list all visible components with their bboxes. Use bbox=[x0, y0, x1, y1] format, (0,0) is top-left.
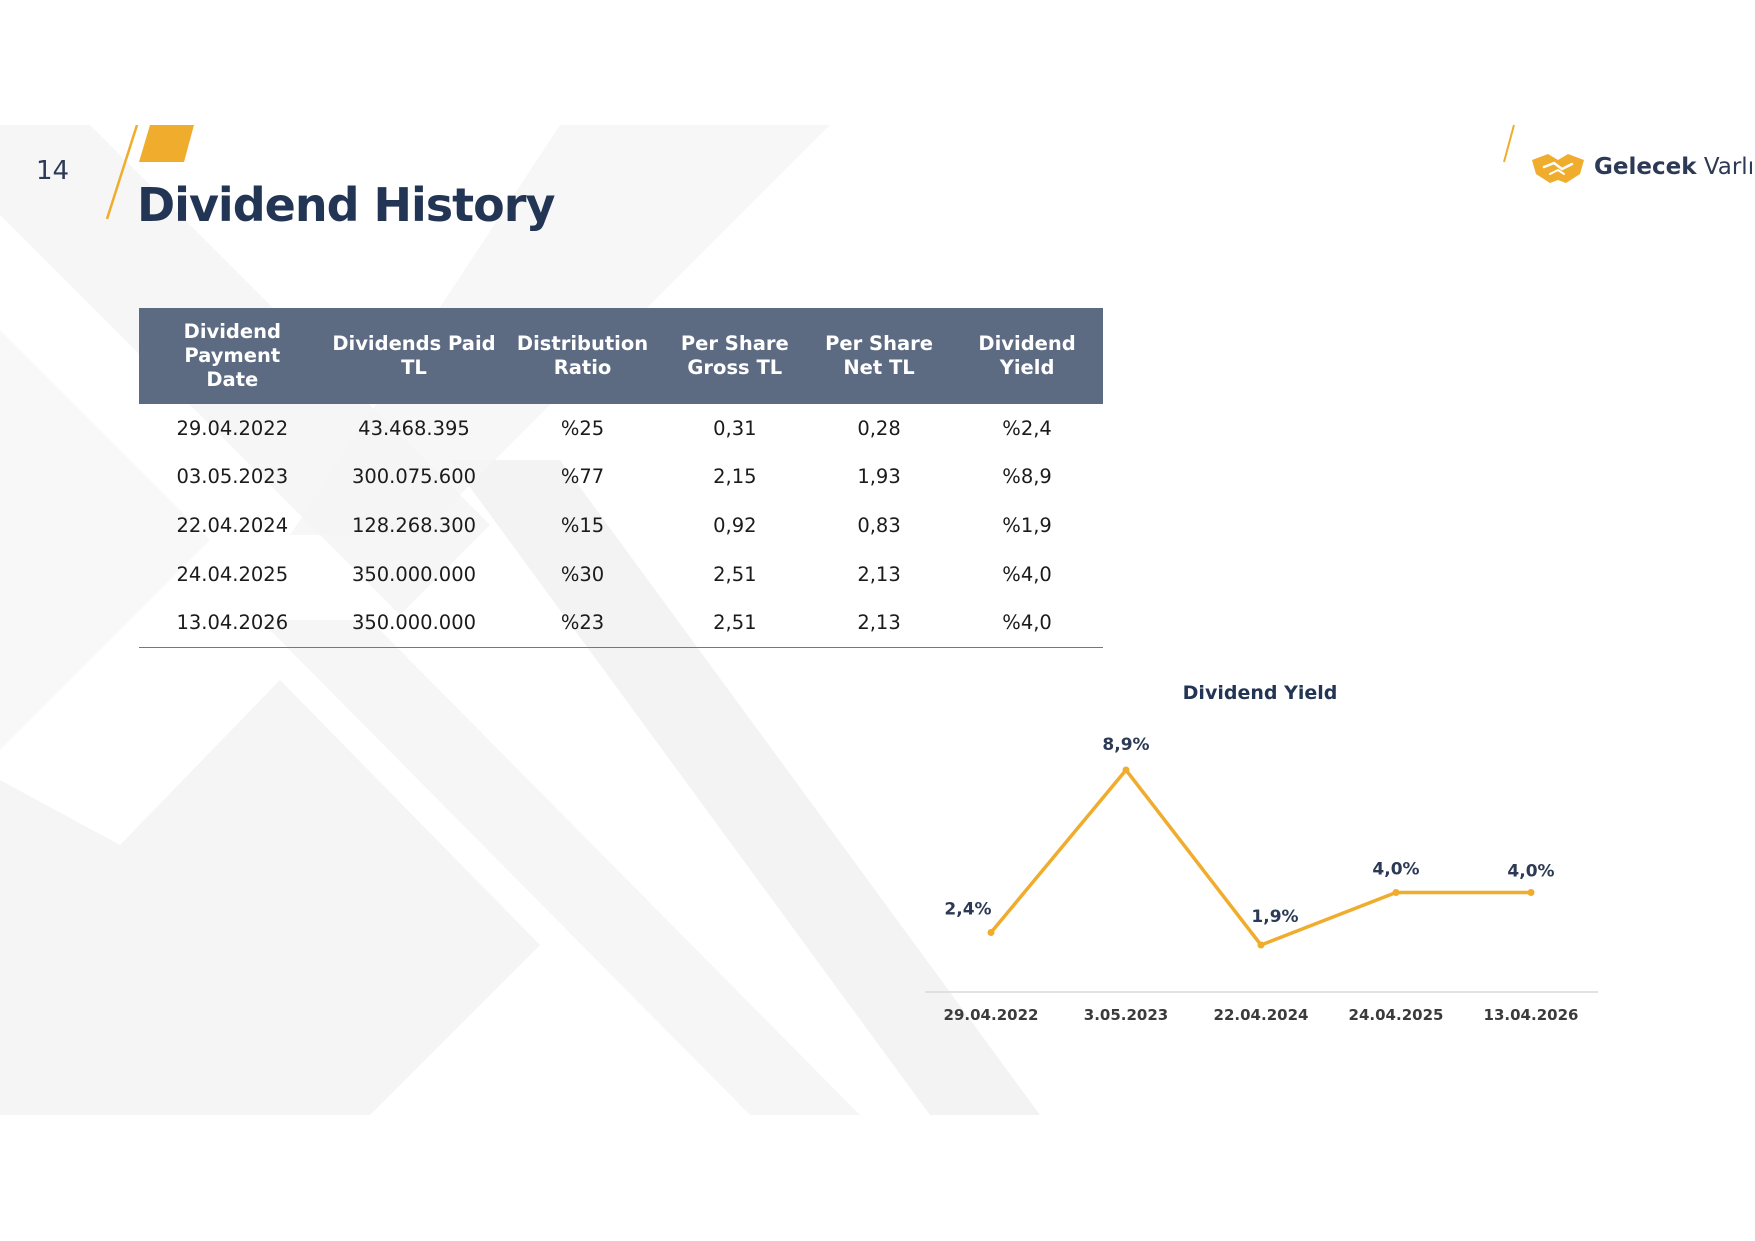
cell-dividend-yield: %4,0 bbox=[1002, 562, 1052, 586]
page-title: Dividend History bbox=[137, 178, 555, 232]
data-point bbox=[1122, 766, 1130, 774]
x-tick-label: 29.04.2022 bbox=[944, 1006, 1039, 1024]
company-logo: Gelecek Varlık bbox=[1500, 124, 1755, 194]
cell-dividends-paid: 43.468.395 bbox=[358, 416, 470, 440]
data-label: 8,9% bbox=[1102, 735, 1149, 755]
header-line: TL bbox=[401, 356, 427, 379]
chart-title: Dividend Yield bbox=[1182, 682, 1338, 704]
cell-dividend-yield: %1,9 bbox=[1002, 513, 1052, 537]
header-line: Gross TL bbox=[687, 356, 783, 379]
cell-per-share-net: 2,13 bbox=[857, 562, 901, 586]
data-point bbox=[1527, 889, 1535, 896]
cell-per-share-net: 0,83 bbox=[857, 513, 901, 537]
header-line: Ratio bbox=[553, 356, 612, 379]
cell-payment-date: 29.04.2022 bbox=[176, 416, 289, 440]
header-line: Per Share bbox=[825, 332, 933, 355]
cell-per-share-gross: 2,51 bbox=[662, 598, 807, 648]
data-label: 4,0% bbox=[1372, 860, 1419, 880]
dividend-yield-chart: 2,4% 8,9% 1,9% 4,0% 4,0% 29.04.2022 3.05.2023 2… bbox=[925, 735, 1598, 1024]
x-tick-label: 22.04.2024 bbox=[1214, 1006, 1309, 1024]
cell-per-share-net: 1,93 bbox=[857, 465, 901, 489]
table-row: 24.04.2025 350.000.000 %30 2,51 2,13 %4,… bbox=[139, 550, 1103, 599]
x-tick-label: 3.05.2023 bbox=[1084, 1006, 1168, 1024]
table-row: 22.04.2024 128.268.300 %15 0,92 0,83 %1,… bbox=[139, 501, 1103, 550]
logo-accent-line bbox=[1503, 124, 1515, 163]
handshake-icon bbox=[1532, 154, 1584, 183]
cell-distribution-ratio: %23 bbox=[502, 598, 663, 648]
header-per-share-net: Per Share Net TL bbox=[806, 308, 952, 404]
cell-dividend-yield: %8,9 bbox=[1002, 465, 1052, 489]
header-payment-date: Dividend Payment Date bbox=[139, 308, 326, 404]
header-line: Net TL bbox=[843, 356, 915, 379]
cell-dividends-paid: 300.075.600 bbox=[351, 465, 477, 489]
data-point bbox=[1257, 941, 1265, 949]
header-per-share-gross: Per Share Gross TL bbox=[662, 308, 807, 404]
data-label: 1,9% bbox=[1251, 907, 1298, 927]
header-dividends-paid: Dividends Paid TL bbox=[325, 308, 503, 404]
header-dividend-yield: Dividend Yield bbox=[951, 308, 1103, 404]
logo-name-bold: Gelecek bbox=[1594, 154, 1697, 180]
cell-dividend-yield: %2,4 bbox=[1002, 416, 1052, 440]
header-line: Dividends Paid bbox=[332, 332, 496, 355]
cell-per-share-net: 2,13 bbox=[806, 598, 952, 648]
cell-distribution-ratio: %15 bbox=[560, 513, 605, 537]
cell-payment-date: 22.04.2024 bbox=[176, 513, 289, 537]
x-tick-label: 13.04.2026 bbox=[1484, 1006, 1579, 1024]
cell-dividends-paid: 350.000.000 bbox=[325, 598, 503, 648]
cell-per-share-gross: 2,51 bbox=[713, 562, 757, 586]
title-accent-decoration bbox=[105, 125, 194, 220]
table-row: 29.04.2022 43.468.395 %25 0,31 0,28 %2,4 bbox=[139, 404, 1103, 453]
table-header-row: Dividend Payment Date Dividends Paid TL Di… bbox=[139, 308, 1103, 404]
table-row: 13.04.2026 350.000.000 %23 2,51 2,13 %4,… bbox=[139, 598, 1103, 648]
dividend-table: Dividend Payment Date Dividends Paid TL Di… bbox=[139, 308, 1103, 648]
cell-distribution-ratio: %30 bbox=[560, 562, 605, 586]
page-number: 14 bbox=[36, 156, 70, 186]
header-line: Date bbox=[206, 368, 259, 391]
header-line: Per Share bbox=[680, 332, 789, 355]
cell-per-share-gross: 0,92 bbox=[713, 513, 757, 537]
cell-distribution-ratio: %77 bbox=[560, 465, 605, 489]
header-line: Dividend Payment bbox=[183, 320, 281, 367]
cell-payment-date: 24.04.2025 bbox=[176, 562, 289, 586]
cell-payment-date: 13.04.2026 bbox=[139, 598, 326, 648]
data-label: 2,4% bbox=[944, 900, 991, 920]
cell-distribution-ratio: %25 bbox=[560, 416, 605, 440]
logo-name-regular: Varlık bbox=[1703, 154, 1755, 180]
cell-per-share-gross: 2,15 bbox=[713, 465, 757, 489]
cell-dividends-paid: 128.268.300 bbox=[351, 513, 477, 537]
table-row: 03.05.2023 300.075.600 %77 2,15 1,93 %8,… bbox=[139, 453, 1103, 502]
cell-payment-date: 03.05.2023 bbox=[176, 465, 289, 489]
header-distribution-ratio: Distribution Ratio bbox=[502, 308, 663, 404]
cell-per-share-gross: 0,31 bbox=[713, 416, 757, 440]
data-point bbox=[987, 929, 995, 936]
cell-per-share-net: 0,28 bbox=[857, 416, 901, 440]
data-point bbox=[1392, 889, 1400, 896]
x-tick-label: 24.04.2025 bbox=[1349, 1006, 1444, 1024]
logo-text: Gelecek Varlık bbox=[1594, 154, 1755, 180]
cell-dividend-yield: %4,0 bbox=[951, 598, 1103, 648]
header-line: Yield bbox=[999, 356, 1055, 379]
header-line: Dividend bbox=[978, 332, 1076, 355]
cell-dividends-paid: 350.000.000 bbox=[351, 562, 477, 586]
header-line: Distribution bbox=[516, 332, 649, 355]
data-label: 4,0% bbox=[1507, 862, 1554, 882]
